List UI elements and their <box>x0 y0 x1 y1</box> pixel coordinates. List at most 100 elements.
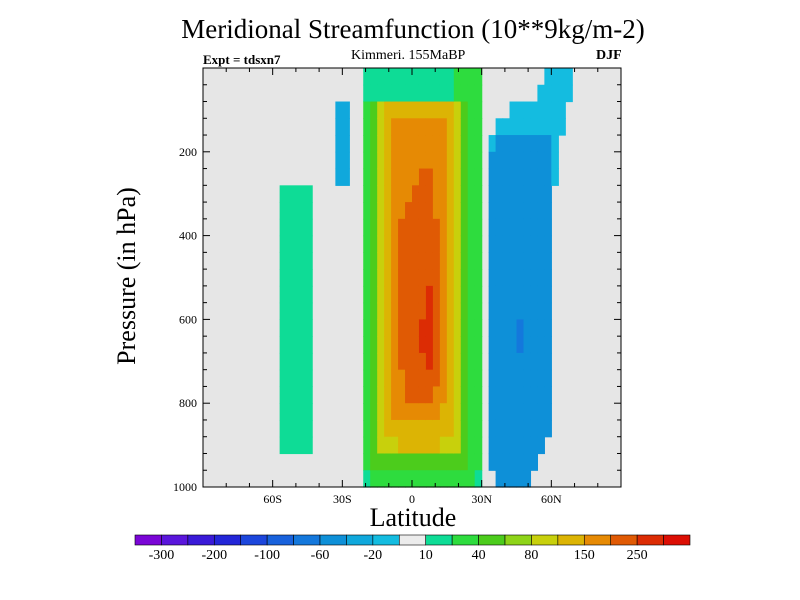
colorbar-swatch <box>504 534 532 546</box>
contour-cell <box>544 68 552 86</box>
x-tick-label: 30N <box>471 492 492 506</box>
contour-cell <box>509 436 518 455</box>
contour-cell <box>432 202 441 220</box>
contour-cell <box>551 135 559 153</box>
contour-cell <box>391 352 399 371</box>
contour-cell <box>467 84 476 103</box>
contour-cell <box>439 403 448 421</box>
contour-cell <box>405 285 413 304</box>
contour-cell <box>460 453 469 471</box>
contour-cell <box>530 386 538 404</box>
contour-cell <box>467 403 476 421</box>
colorbar-swatch <box>583 534 612 546</box>
contour-cell <box>544 369 552 388</box>
contour-cell <box>467 302 476 320</box>
contour-cell <box>446 302 455 320</box>
contour-cell <box>537 185 545 203</box>
contour-cell <box>467 386 476 404</box>
contour-cell <box>474 470 483 488</box>
contour-cell <box>516 403 525 421</box>
contour-cell <box>412 386 420 404</box>
contour-cell <box>530 319 538 337</box>
contour-cell <box>412 202 420 220</box>
contour-cell <box>384 185 392 203</box>
contour-cell <box>363 403 371 421</box>
contour-cell <box>453 285 462 304</box>
contour-cell <box>439 185 448 203</box>
contour-cell <box>530 252 538 270</box>
contour-cell <box>384 135 392 153</box>
contour-cell <box>384 352 392 371</box>
contour-cell <box>460 302 469 320</box>
contour-cell <box>523 235 532 253</box>
contour-cell <box>467 453 476 471</box>
contour-cell <box>335 135 350 153</box>
contour-cell <box>488 436 497 455</box>
contour-cell <box>502 218 511 237</box>
contour-cell <box>453 252 462 270</box>
contour-cell <box>495 285 504 304</box>
contour-cell <box>467 202 476 220</box>
contour-cell <box>405 336 413 354</box>
contour-cell <box>425 218 434 237</box>
contour-cell <box>398 218 406 237</box>
season-label: DJF <box>596 48 622 63</box>
contour-cell <box>279 218 313 237</box>
contour-cell <box>453 151 462 170</box>
contour-cell <box>453 436 462 455</box>
experiment-label: Expt = tdsxn7 <box>203 52 281 67</box>
contour-cell <box>398 68 406 86</box>
contour-cell <box>439 436 448 455</box>
contour-cell <box>384 369 392 388</box>
contour-cell <box>488 168 497 186</box>
contour-cell <box>537 386 545 404</box>
contour-cell <box>502 319 511 337</box>
contour-cell <box>544 319 552 337</box>
contour-cell <box>516 168 525 186</box>
contour-cell <box>495 252 504 270</box>
contour-cell <box>370 419 378 438</box>
contour-cell <box>544 269 552 287</box>
contour-cell <box>523 319 532 337</box>
contour-cell <box>405 218 413 237</box>
contour-cell <box>279 352 313 371</box>
contour-cell <box>474 118 483 136</box>
contour-cell <box>363 302 371 320</box>
contour-cell <box>495 168 504 186</box>
contour-cell <box>412 151 420 170</box>
contour-cell <box>391 269 399 287</box>
contour-cell <box>363 352 371 371</box>
colorbar-label: -20 <box>364 548 383 563</box>
contour-cell <box>418 302 427 320</box>
contour-cell <box>544 352 552 371</box>
contour-cell <box>446 235 455 253</box>
contour-cell <box>398 403 406 421</box>
contour-cell <box>488 403 497 421</box>
contour-cell <box>432 403 441 421</box>
contour-cell <box>523 101 532 119</box>
contour-cell <box>488 453 497 471</box>
contour-cell <box>405 269 413 287</box>
contour-cell <box>488 285 497 304</box>
contour-cell <box>544 235 552 253</box>
contour-cell <box>384 168 392 186</box>
contour-cell <box>377 403 385 421</box>
contour-cell <box>523 336 532 354</box>
contour-cell <box>432 470 441 488</box>
contour-cell <box>446 369 455 388</box>
contour-cell <box>439 386 448 404</box>
contour-cell <box>453 369 462 388</box>
contour-cell <box>432 419 441 438</box>
contour-cell <box>391 168 399 186</box>
contour-cell <box>377 269 385 287</box>
contour-cell <box>398 436 406 455</box>
contour-cell <box>509 453 518 471</box>
colorbar-swatch <box>319 534 347 546</box>
colorbar-swatch <box>636 534 664 546</box>
contour-cell <box>384 118 392 136</box>
contour-cell <box>363 319 371 337</box>
y-tick-label: 800 <box>179 396 197 410</box>
colorbar-label: 80 <box>524 548 538 563</box>
contour-cell <box>502 151 511 170</box>
